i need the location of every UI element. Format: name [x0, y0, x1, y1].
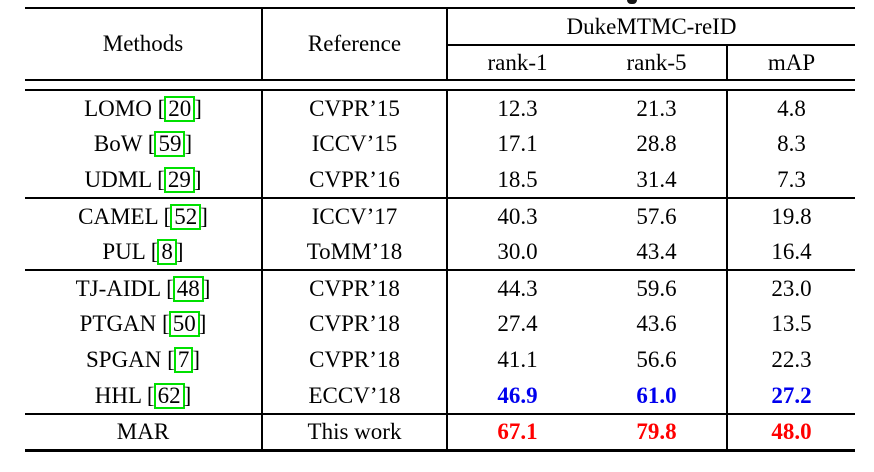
method-cell: LOMO [20]	[25, 90, 263, 126]
caption-descender-artifact	[627, 0, 637, 4]
table-row-pul: PUL [8] ToMM’18 30.0 43.4 16.4	[25, 234, 855, 271]
rank1-value: 12.3	[497, 95, 538, 121]
method-cell: HHL [62]	[25, 378, 263, 415]
citation-link[interactable]: 59	[154, 131, 186, 157]
rank1-value: 17.1	[497, 131, 538, 156]
citation-link[interactable]: 48	[172, 275, 204, 302]
col-header-reference: Reference	[262, 8, 448, 81]
method-name: SPGAN	[85, 347, 162, 372]
reference-cell: CVPR’15	[262, 90, 448, 126]
method-name: TJ-AIDL	[75, 275, 161, 301]
reference-cell: CVPR’16	[262, 162, 448, 199]
method-cell: PTGAN [50]	[25, 306, 263, 342]
double-rule-gap	[25, 80, 855, 91]
reference-cell: ICCV’17	[262, 198, 448, 234]
method-cell: MAR	[25, 414, 263, 452]
table-row-bow: BoW [59] ICCV’15 17.1 28.8 8.3	[25, 126, 855, 162]
citation-link[interactable]: 52	[170, 203, 202, 230]
reference-cell: ECCV’18	[262, 378, 448, 415]
table-row-ptgan: PTGAN [50] CVPR’18 27.4 43.6 13.5	[25, 306, 855, 342]
citation-link[interactable]: 62	[153, 382, 185, 409]
map-value: 23.0	[726, 270, 855, 306]
map-value: 8.3	[726, 126, 855, 162]
col-header-methods: Methods	[25, 8, 263, 81]
rank5-value: 21.3	[636, 95, 677, 121]
table-row-mar: MAR This work 67.1 79.8 48.0	[25, 414, 855, 452]
rank5-value: 43.4	[587, 234, 727, 271]
rank5-value: 56.6	[636, 347, 677, 372]
map-value: 27.2	[726, 378, 855, 415]
reference-cell: CVPR’18	[262, 342, 448, 378]
rank1-value: 44.3	[497, 275, 538, 301]
method-cell: UDML [29]	[25, 162, 263, 199]
citation-link[interactable]: 29	[163, 166, 195, 193]
table-body: LOMO [20] CVPR’15 12.3 21.3 4.8 BoW [59] ICCV’…	[25, 80, 855, 452]
col-header-map: mAP	[726, 45, 855, 81]
method-cell: TJ-AIDL [48]	[25, 270, 263, 306]
rank1-value: 67.1	[447, 414, 587, 452]
method-cell: SPGAN [7]	[25, 342, 263, 378]
table-row-udml: UDML [29] CVPR’16 18.5 31.4 7.3	[25, 162, 855, 199]
table-row-camel: CAMEL [52] ICCV’17 40.3 57.6 19.8	[25, 198, 855, 234]
map-value: 4.8	[726, 90, 855, 126]
rank5-value: 28.8	[636, 131, 677, 156]
rank1-value: 40.3	[497, 203, 538, 229]
rank1-value: 18.5	[447, 162, 587, 199]
map-value: 7.3	[726, 162, 855, 199]
method-name: UDML	[84, 166, 152, 192]
table-row-lomo: LOMO [20] CVPR’15 12.3 21.3 4.8	[25, 90, 855, 126]
method-cell: CAMEL [52]	[25, 198, 263, 234]
map-value: 22.3	[726, 342, 855, 378]
results-table: Methods Reference DukeMTMC-reID rank-1 r…	[25, 7, 855, 452]
table-row-spgan: SPGAN [7] CVPR’18 41.1 56.6 22.3	[25, 342, 855, 378]
reference-cell: CVPR’18	[262, 306, 448, 342]
method-name: PUL	[102, 238, 145, 264]
rank5-value: 43.6	[636, 311, 677, 336]
reference-cell: ICCV’15	[262, 126, 448, 162]
citation-link[interactable]: 20	[164, 95, 196, 122]
rank5-value: 57.6	[636, 203, 677, 229]
rank5-value: 59.6	[636, 275, 677, 301]
table-row-tj-aidl: TJ-AIDL [48] CVPR’18 44.3 59.6 23.0	[25, 270, 855, 306]
reference-cell: CVPR’18	[262, 270, 448, 306]
table-header: Methods Reference DukeMTMC-reID rank-1 r…	[25, 8, 855, 81]
method-cell: BoW [59]	[25, 126, 263, 162]
map-value: 48.0	[726, 414, 855, 452]
rank1-value: 30.0	[447, 234, 587, 271]
citation-link[interactable]: 7	[173, 347, 194, 373]
rank5-value: 31.4	[587, 162, 727, 199]
method-name: HHL	[94, 382, 142, 408]
reference-cell: This work	[262, 414, 448, 452]
citation-link[interactable]: 50	[168, 311, 200, 337]
table-row-hhl: HHL [62] ECCV’18 46.9 61.0 27.2	[25, 378, 855, 415]
rank1-value: 27.4	[497, 311, 538, 336]
rank1-value: 41.1	[497, 347, 538, 372]
method-name: LOMO	[84, 95, 152, 121]
rank5-value: 79.8	[587, 414, 727, 452]
map-value: 16.4	[726, 234, 855, 271]
rank1-value: 46.9	[447, 378, 587, 415]
method-name: CAMEL	[78, 203, 158, 229]
method-name: MAR	[116, 418, 170, 444]
reference-cell: ToMM’18	[262, 234, 448, 271]
method-name: PTGAN	[79, 311, 157, 336]
col-header-rank5: rank-5	[587, 45, 727, 81]
rank5-value: 61.0	[587, 378, 727, 415]
citation-link[interactable]: 8	[157, 238, 177, 265]
map-value: 13.5	[726, 306, 855, 342]
col-header-dataset: DukeMTMC-reID	[447, 8, 855, 46]
col-header-rank1: rank-1	[447, 45, 587, 81]
method-cell: PUL [8]	[25, 234, 263, 271]
map-value: 19.8	[726, 198, 855, 234]
method-name: BoW	[93, 131, 143, 156]
